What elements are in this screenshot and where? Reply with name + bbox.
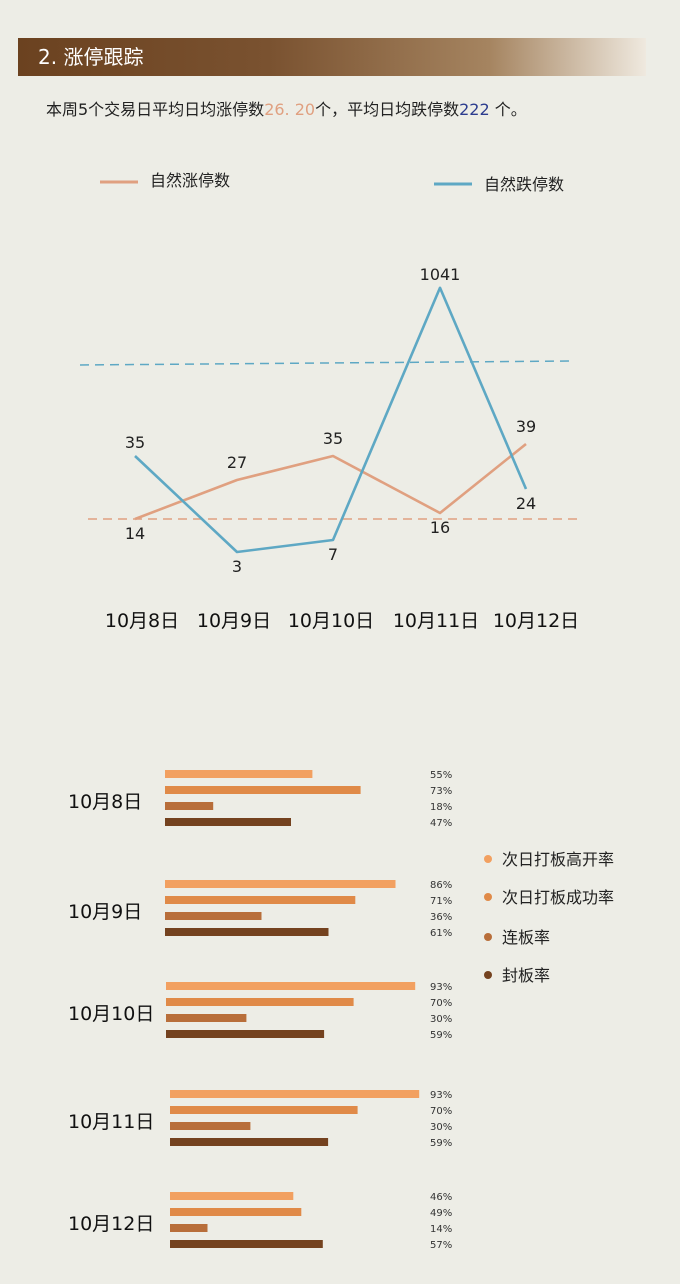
bar bbox=[165, 818, 291, 826]
bar bbox=[170, 1106, 358, 1114]
x-axis-tick-label: 10月12日 bbox=[493, 610, 579, 632]
bar-value-label: 70% bbox=[430, 1106, 452, 1117]
limit-down-data-label: 35 bbox=[125, 433, 145, 452]
legend-limit-up-label: 自然涨停数 bbox=[150, 171, 230, 190]
bar-value-label: 73% bbox=[430, 786, 452, 797]
bar-category-label: 10月8日 bbox=[68, 791, 142, 813]
limit-down-average: 222 bbox=[459, 100, 490, 119]
bar bbox=[170, 1208, 302, 1216]
reference-lines bbox=[79, 360, 582, 520]
line-data-labels: 14 27 35 16 39 35 3 7 1041 24 bbox=[125, 265, 536, 576]
bar-value-label: 59% bbox=[430, 1138, 452, 1149]
bar bbox=[170, 1138, 329, 1146]
section-title: 2. 涨停跟踪 bbox=[38, 45, 144, 69]
bar-legend-item: 连板率 bbox=[484, 924, 550, 948]
bar bbox=[166, 998, 354, 1006]
weekly-summary: 本周5个交易日平均日均涨停数26. 20个，平均日均跌停数222 个。 bbox=[46, 96, 527, 120]
bar-category-label: 10月12日 bbox=[68, 1213, 154, 1235]
bar-value-label: 70% bbox=[430, 998, 452, 1009]
bar-value-label: 47% bbox=[430, 818, 452, 829]
line-x-axis: 10月8日 10月9日 10月10日 10月11日 10月12日 bbox=[105, 610, 579, 632]
bar bbox=[170, 1192, 294, 1200]
limit-down-series-line bbox=[134, 286, 528, 554]
bar bbox=[165, 928, 329, 936]
bar-category-label: 10月10日 bbox=[68, 1003, 154, 1025]
bar bbox=[166, 1014, 247, 1022]
bar-legend-label: 连板率 bbox=[502, 928, 551, 947]
limit-down-data-label: 24 bbox=[516, 494, 536, 513]
bar-legend-item: 次日打板高开率 bbox=[484, 846, 614, 870]
legend-dot-icon bbox=[484, 970, 492, 979]
bar bbox=[165, 896, 356, 904]
bar-value-label: 46% bbox=[430, 1192, 452, 1203]
bar-value-label: 49% bbox=[430, 1208, 452, 1219]
bar bbox=[166, 1030, 325, 1038]
bar bbox=[165, 786, 361, 794]
summary-middle: 个，平均日均跌停数 bbox=[315, 100, 460, 119]
bar-value-label: 61% bbox=[430, 928, 452, 939]
bar-value-label: 30% bbox=[430, 1014, 452, 1025]
bar-value-label: 55% bbox=[430, 770, 452, 781]
limit-up-data-label: 16 bbox=[430, 518, 450, 537]
limit-up-data-label: 39 bbox=[516, 417, 536, 436]
legend-limit-down-label: 自然跌停数 bbox=[484, 175, 564, 194]
bar bbox=[165, 770, 313, 778]
x-axis-tick-label: 10月9日 bbox=[197, 610, 271, 632]
legend-dot-icon bbox=[484, 932, 492, 941]
bar-legend-label: 次日打板高开率 bbox=[502, 850, 615, 869]
summary-prefix: 本周5个交易日平均日均涨停数 bbox=[46, 100, 265, 119]
bar-value-label: 36% bbox=[430, 912, 452, 923]
limit-up-series-line bbox=[134, 442, 527, 521]
bar-value-label: 14% bbox=[430, 1224, 452, 1235]
bar-value-label: 57% bbox=[430, 1240, 452, 1251]
bar-value-label: 18% bbox=[430, 802, 452, 813]
bar-category-label: 10月11日 bbox=[68, 1111, 154, 1133]
bar-value-label: 71% bbox=[430, 896, 452, 907]
bar-category-label: 10月9日 bbox=[68, 901, 142, 923]
limit-up-data-label: 35 bbox=[323, 429, 343, 448]
limit-up-data-label: 14 bbox=[125, 524, 145, 543]
bar bbox=[165, 802, 214, 810]
bar bbox=[165, 912, 262, 920]
limit-up-data-label: 27 bbox=[227, 453, 247, 472]
limit-down-reference-line bbox=[79, 360, 573, 366]
section-header-bar bbox=[18, 38, 646, 76]
bar-value-label: 93% bbox=[430, 1090, 452, 1101]
limit-down-data-label: 7 bbox=[328, 545, 338, 564]
bar bbox=[170, 1090, 420, 1098]
bar-groups: 55% 73% 18% 47% 10月8日 86% 71% 36% 61% 10月9日 93% 70%… bbox=[68, 770, 452, 1251]
line-chart-legend: 自然涨停数 自然跌停数 bbox=[100, 171, 564, 194]
limit-up-average: 26. 20 bbox=[264, 100, 316, 119]
bar-value-label: 93% bbox=[430, 982, 452, 993]
bar bbox=[170, 1240, 323, 1248]
legend-dot-icon bbox=[484, 892, 492, 901]
limit-down-data-label: 1041 bbox=[420, 265, 461, 284]
summary-suffix: 个。 bbox=[489, 100, 527, 119]
x-axis-tick-label: 10月10日 bbox=[288, 610, 374, 632]
line-series-group bbox=[134, 286, 528, 554]
x-axis-tick-label: 10月11日 bbox=[393, 610, 479, 632]
limit-down-data-label: 3 bbox=[232, 557, 242, 576]
bar-legend-label: 次日打板成功率 bbox=[502, 888, 615, 907]
x-axis-tick-label: 10月8日 bbox=[105, 610, 179, 632]
bar-value-label: 30% bbox=[430, 1122, 452, 1133]
bar-legend-label: 封板率 bbox=[502, 966, 551, 985]
limit-up-rate-bar-chart: 55% 73% 18% 47% 10月8日 86% 71% 36% 61% 10月9日 93% 70%… bbox=[68, 770, 452, 1251]
bar-value-label: 59% bbox=[430, 1030, 452, 1041]
bar bbox=[170, 1122, 251, 1130]
bar bbox=[166, 982, 416, 990]
bar bbox=[165, 880, 396, 888]
bar-legend-item: 次日打板成功率 bbox=[484, 884, 614, 908]
legend-dot-icon bbox=[484, 854, 492, 863]
bar-legend-item: 封板率 bbox=[484, 962, 550, 986]
bar-value-label: 86% bbox=[430, 880, 452, 891]
bar bbox=[170, 1224, 208, 1232]
